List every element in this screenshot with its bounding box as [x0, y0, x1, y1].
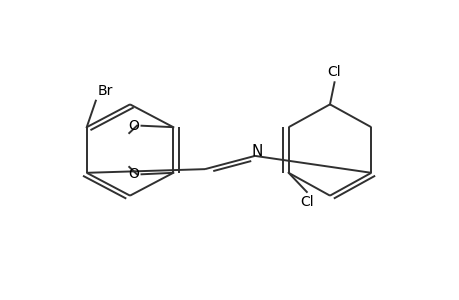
Text: Cl: Cl	[299, 195, 313, 209]
Text: O: O	[128, 119, 139, 133]
Text: Br: Br	[98, 84, 113, 98]
Text: N: N	[251, 144, 263, 159]
Text: Cl: Cl	[327, 65, 341, 79]
Text: O: O	[128, 167, 139, 181]
